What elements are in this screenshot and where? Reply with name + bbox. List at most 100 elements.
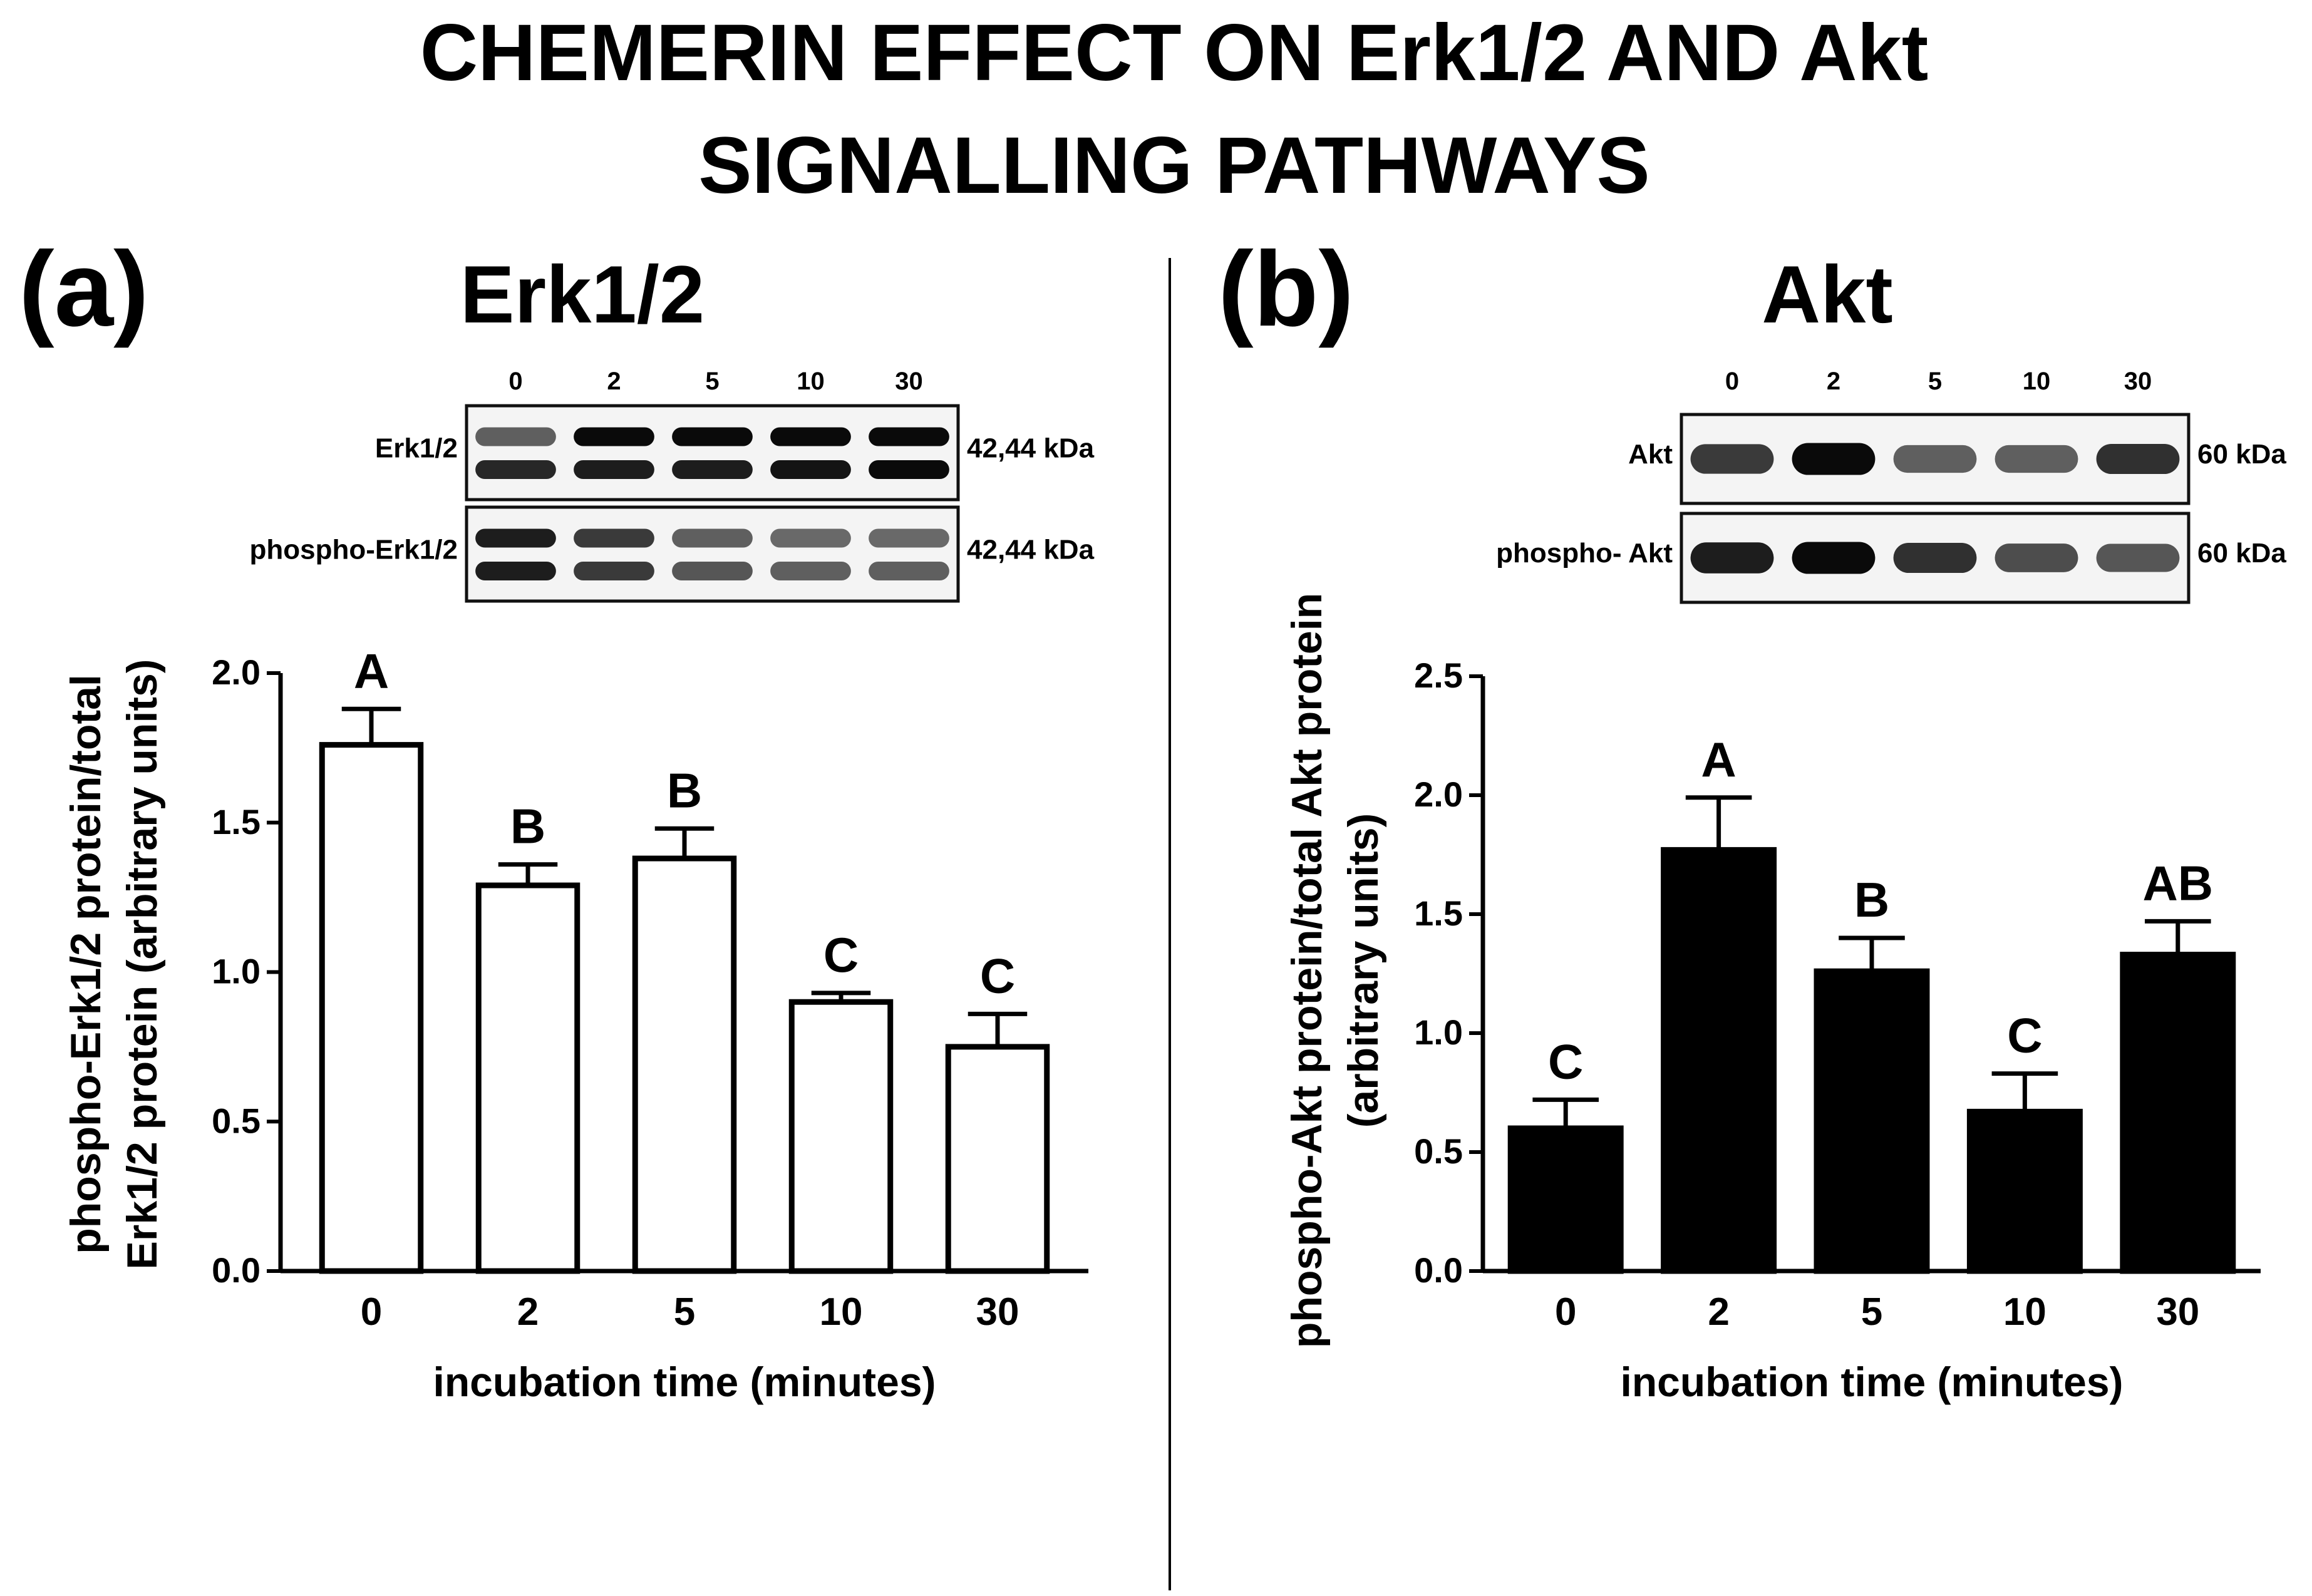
bar [945, 1044, 1050, 1274]
y-tick-label: 0.5 [212, 1101, 261, 1140]
figure-title-line1: CHEMERIN EFFECT ON Erk1/2 AND Akt [420, 8, 1929, 98]
blot-band [1792, 542, 1876, 574]
y-tick-label: 1.0 [212, 952, 261, 991]
significance-letter: AB [2142, 855, 2213, 910]
blot-lane-label: 0 [508, 368, 522, 395]
panel-b-letter: (b) [1218, 230, 1354, 349]
blot-lane-label: 0 [1725, 368, 1739, 395]
blot-band [1893, 445, 1977, 473]
blot-band [574, 427, 654, 446]
blot-lane-label: 5 [1928, 368, 1942, 395]
blot-band [1995, 445, 2078, 473]
blot-band [574, 528, 654, 548]
blot-band [475, 562, 556, 580]
blot-row-label: phospho-Erk1/2 [250, 535, 458, 565]
blot-band [869, 528, 949, 548]
bar [632, 855, 737, 1274]
bar [1814, 968, 1930, 1274]
bar [788, 999, 894, 1274]
western-blot-akt: 0 2 5 10 30 Akt 60 kDa phospho- Akt 60 kDa [1496, 368, 2286, 604]
bar-chart-erk: 0.0 0.5 1.0 1.5 2.0 A 0 B 2 B 5 C 10 C 30 incubation ti… [62, 643, 1088, 1405]
x-tick-label: 5 [674, 1290, 695, 1334]
y-axis-label-line1: phospho-Erk1/2 protein/total [62, 674, 110, 1254]
blot-membrane [465, 404, 960, 502]
blot-band [574, 460, 654, 479]
panel-a-heading: Erk1/2 [460, 249, 704, 340]
blot-band [672, 427, 753, 446]
blot-band [475, 427, 556, 446]
blot-band [869, 460, 949, 479]
bar [1507, 1125, 1624, 1274]
blot-row-label: Akt [1628, 439, 1673, 470]
blot-band [869, 427, 949, 446]
blot-kda-label: 60 kDa [2197, 538, 2286, 569]
bar [1661, 847, 1777, 1274]
blot-row-label: Erk1/2 [375, 433, 458, 464]
blot-band [1690, 444, 1774, 474]
blot-band [1690, 542, 1774, 574]
bar [319, 742, 424, 1274]
blot-row-label: phospho- Akt [1496, 538, 1673, 569]
blot-lane-label: 10 [797, 368, 825, 395]
western-blot-erk: 0 2 5 10 30 Erk1/2 42,44 kDa phospho-Erk1/2 42,4… [250, 368, 1095, 603]
significance-letter: C [823, 927, 859, 982]
x-tick-label: 10 [2003, 1290, 2046, 1334]
blot-band [2096, 443, 2180, 475]
blot-lane-label: 10 [2023, 368, 2051, 395]
y-tick-label: 2.0 [212, 652, 261, 692]
figure-title-line2: SIGNALLING PATHWAYS [698, 121, 1650, 210]
blot-band [770, 460, 851, 479]
blot-band [574, 562, 654, 580]
y-axis-label-line1: phospho-Akt protein/total Akt protein [1283, 593, 1331, 1348]
x-tick-label: 2 [1708, 1290, 1729, 1334]
y-axis-label-line2: Erk1/2 protein (arbitrary units) [118, 659, 166, 1270]
bar [1966, 1108, 2083, 1274]
y-tick-label: 0.0 [212, 1250, 261, 1290]
significance-letter: C [2007, 1008, 2042, 1063]
x-tick-label: 5 [1861, 1290, 1882, 1334]
y-tick-label: 2.0 [1414, 775, 1463, 814]
blot-kda-label: 42,44 kDa [967, 535, 1095, 565]
y-tick-label: 0.0 [1414, 1250, 1463, 1290]
x-tick-label: 30 [976, 1290, 1019, 1334]
y-tick-label: 0.5 [1414, 1131, 1463, 1171]
y-tick-label: 1.0 [1414, 1012, 1463, 1052]
significance-letter: A [354, 643, 389, 698]
x-tick-label: 0 [361, 1290, 382, 1334]
blot-band [2096, 543, 2180, 572]
blot-lane-label: 2 [1827, 368, 1840, 395]
blot-band [1792, 443, 1876, 475]
blot-band [475, 528, 556, 548]
blot-lane-label: 2 [607, 368, 621, 395]
blot-kda-label: 42,44 kDa [967, 433, 1095, 464]
blot-lane-label: 5 [705, 368, 719, 395]
blot-band [869, 562, 949, 580]
blot-lane-label: 30 [895, 368, 923, 395]
bar-chart-akt: 0.0 0.5 1.0 1.5 2.0 2.5 C 0 A 2 B 5 C 10 AB 30 incubatio… [1283, 593, 2261, 1405]
significance-letter: A [1701, 732, 1736, 787]
significance-letter: C [1548, 1034, 1583, 1089]
x-tick-label: 30 [2156, 1290, 2199, 1334]
y-axis-label-line2: (arbitrary units) [1339, 813, 1387, 1128]
bar [475, 882, 581, 1274]
panel-a-letter: (a) [19, 230, 149, 349]
significance-letter: B [667, 763, 702, 818]
blot-band [672, 528, 753, 548]
x-tick-label: 2 [517, 1290, 539, 1334]
blot-band [672, 460, 753, 479]
y-tick-label: 2.5 [1414, 656, 1463, 695]
blot-kda-label: 60 kDa [2197, 439, 2286, 470]
x-axis-label: incubation time (minutes) [433, 1359, 936, 1405]
significance-letter: B [510, 799, 545, 854]
blot-band [1893, 542, 1977, 574]
blot-lane-label: 30 [2124, 368, 2152, 395]
blot-band [770, 528, 851, 548]
blot-membrane [465, 505, 960, 603]
x-axis-label: incubation time (minutes) [1620, 1359, 2123, 1405]
y-tick-label: 1.5 [1414, 893, 1463, 933]
blot-band [770, 562, 851, 580]
y-tick-label: 1.5 [212, 802, 261, 842]
panel-b-heading: Akt [1762, 249, 1892, 340]
blot-band [770, 427, 851, 446]
